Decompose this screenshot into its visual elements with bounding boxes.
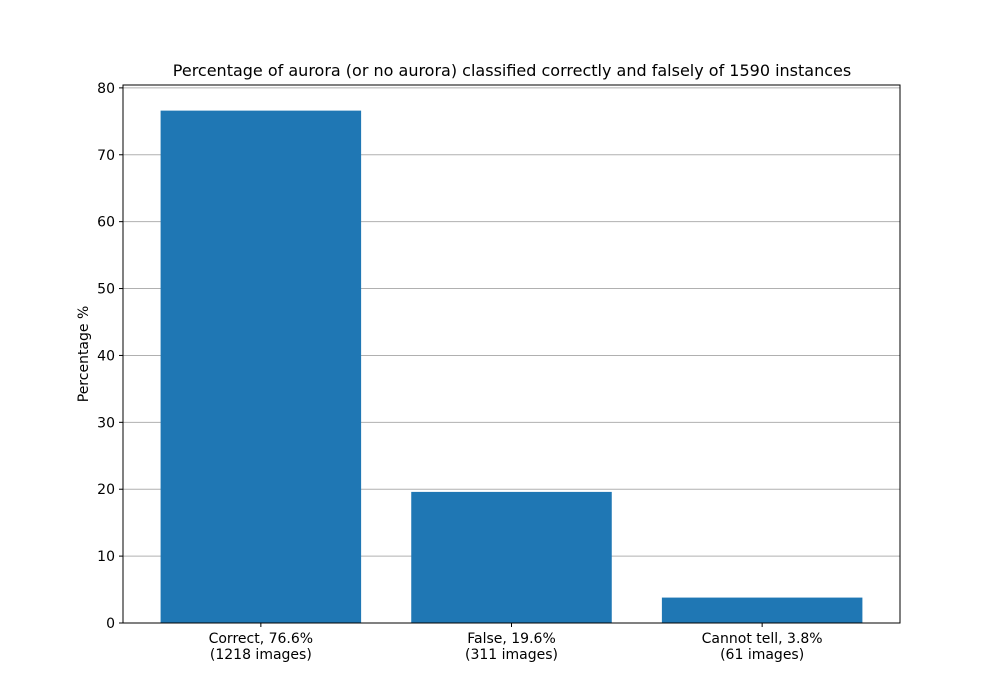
chart-title: Percentage of aurora (or no aurora) clas… bbox=[173, 61, 851, 80]
x-tick-label: Correct, 76.6% (1218 images) bbox=[208, 631, 314, 663]
y-tick-label: 50 bbox=[97, 282, 115, 298]
bar bbox=[661, 597, 863, 623]
y-axis-label: Percentage % bbox=[76, 306, 92, 403]
y-tick-label: 30 bbox=[97, 415, 115, 431]
x-tick-label: False, 19.6% (311 images) bbox=[465, 631, 558, 663]
bar bbox=[411, 491, 612, 623]
plot-frame bbox=[122, 84, 901, 624]
y-tick-label: 20 bbox=[97, 482, 115, 498]
y-tick-label: 10 bbox=[97, 549, 115, 565]
y-tick-label: 80 bbox=[97, 81, 115, 97]
y-tick-label: 60 bbox=[97, 215, 115, 231]
bar bbox=[160, 110, 362, 624]
y-tick-label: 40 bbox=[97, 348, 115, 364]
x-tick-label: Cannot tell, 3.8% (61 images) bbox=[701, 631, 823, 663]
y-tick-label: 70 bbox=[97, 148, 115, 164]
y-tick-label: 0 bbox=[106, 616, 115, 632]
